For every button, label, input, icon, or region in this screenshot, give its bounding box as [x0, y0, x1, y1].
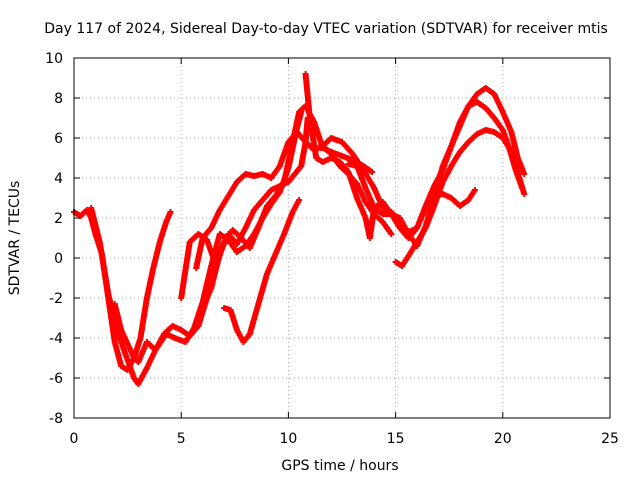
y-tick-label: 10 [45, 51, 63, 67]
x-tick-label: 25 [601, 431, 619, 447]
y-tick-label: 2 [54, 211, 63, 227]
y-tick-label: -8 [49, 411, 63, 427]
y-tick-label: -4 [49, 331, 63, 347]
y-tick-label: 4 [54, 171, 63, 187]
series-markers [392, 127, 528, 269]
y-tick-label: 6 [54, 131, 63, 147]
series-trace [222, 198, 302, 344]
series-markers [221, 197, 303, 345]
y-axis-label: SDTVAR / TECUs [7, 181, 23, 296]
series-markers [345, 85, 528, 249]
series-trace [394, 127, 527, 268]
x-tick-label: 10 [279, 431, 297, 447]
x-tick-label: 20 [494, 431, 512, 447]
y-tick-label: -2 [49, 291, 63, 307]
y-tick-label: -6 [49, 371, 63, 387]
x-tick-label: 15 [387, 431, 405, 447]
data-points [71, 71, 528, 387]
chart-title: Day 117 of 2024, Sidereal Day-to-day VTE… [44, 21, 608, 37]
axis-ticks: 0 5 10 15 20 25 -8 -6 -4 -2 0 2 4 6 8 10 [45, 51, 619, 447]
x-axis-label: GPS time / hours [281, 458, 398, 474]
x-tick-label: 0 [70, 431, 79, 447]
y-tick-label: 8 [54, 91, 63, 107]
x-tick-label: 5 [177, 431, 186, 447]
y-tick-label: 0 [54, 251, 63, 267]
plot-frame [73, 57, 611, 419]
